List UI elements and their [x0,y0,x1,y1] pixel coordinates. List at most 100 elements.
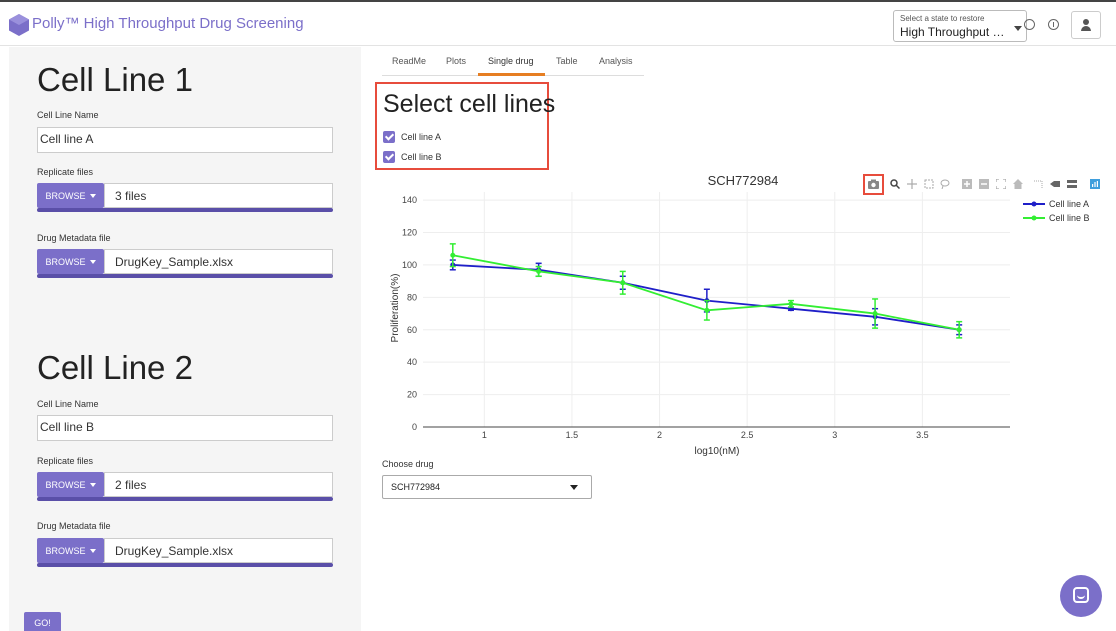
y-tick-label: 120 [402,228,417,238]
browse-button[interactable]: BROWSE [37,472,104,497]
caret-down-icon [89,482,96,487]
cell-line-2-name-label: Cell Line Name [37,399,99,409]
file-name-field: 2 files [104,472,333,497]
upload-progress-bar [37,497,333,501]
browse-label: BROWSE [45,190,86,201]
cell-line-1-replicate-upload: BROWSE 3 files [37,183,333,212]
logo-icon [9,14,29,36]
tab-plots[interactable]: Plots [446,56,467,66]
hover-compare-icon[interactable] [1067,179,1077,189]
select-cell-lines-panel: Select cell lines Cell line A Cell line … [375,82,555,170]
state-restore-value: High Throughput Drug Screening [900,25,1012,39]
chart-series [449,243,963,339]
file-name-field: 3 files [104,183,333,208]
y-tick-label: 100 [402,260,417,270]
top-bar: Polly™ High Throughput Drug Screening Se… [0,0,1116,46]
tab-bar: ReadMe Plots Single drug Table Analysis [382,47,644,76]
checkbox-label: Cell line B [401,152,442,162]
info-icon[interactable] [1048,19,1059,30]
user-icon [1083,19,1089,25]
legend-marker [1031,215,1037,221]
box-select-icon[interactable] [924,179,934,189]
camera-icon[interactable] [863,174,884,195]
chart-title: SCH772984 [708,173,779,188]
y-tick-label: 0 [412,422,417,432]
go-button[interactable]: GO! [24,612,61,631]
state-restore-select[interactable]: Select a state to restore High Throughpu… [893,10,1027,42]
chevron-down-icon [1014,26,1022,31]
cell-line-1-title: Cell Line 1 [37,61,193,98]
lasso-select-icon[interactable] [940,179,950,189]
tab-single-drug[interactable]: Single drug [488,56,534,66]
chart-axes: 0 20 40 60 80 100 120 140 1 1.5 2 2.5 3 3.5 [402,195,1010,440]
cell-line-1-metadata-upload: BROWSE DrugKey_Sample.xlsx [37,249,333,278]
data-point [704,307,710,313]
x-tick-label: 1.5 [566,430,579,440]
upload-progress-bar [37,563,333,567]
x-tick-label: 3 [832,430,837,440]
camera-icon-glyph [868,179,879,189]
cell-line-b-option[interactable]: Cell line B [383,150,442,164]
legend-label: Cell line A [1049,199,1089,209]
drug-select[interactable]: SCH772984 [382,475,592,499]
y-tick-label: 20 [407,390,417,400]
checkbox-checked-icon[interactable] [383,151,395,163]
pan-icon[interactable] [907,179,917,189]
browse-button[interactable]: BROWSE [37,249,104,274]
proliferation-chart[interactable]: SCH772984 0 20 40 60 80 100 120 140 1 1.5 2 2.5 3 3.5… [375,170,1111,460]
legend-marker [1031,201,1037,207]
chevron-down-icon [570,485,578,490]
x-tick-label: 2 [657,430,662,440]
user-menu-button[interactable] [1071,11,1101,39]
chat-icon [1073,587,1089,603]
browse-button[interactable]: BROWSE [37,183,104,208]
y-tick-label: 80 [407,292,417,302]
x-tick-label: 3.5 [916,430,929,440]
data-point [956,327,962,333]
data-point [872,311,878,317]
cell-line-2-replicate-label: Replicate files [37,456,94,466]
cell-line-2-metadata-upload: BROWSE DrugKey_Sample.xlsx [37,538,333,567]
cell-line-2-metadata-label: Drug Metadata file [37,521,111,531]
drug-select-value: SCH772984 [391,482,441,492]
chart-grid [423,192,1010,427]
cell-line-a-option[interactable]: Cell line A [383,130,441,144]
chat-support-button[interactable] [1060,575,1102,617]
caret-down-icon [89,193,96,198]
x-axis-label: log10(nM) [694,446,739,457]
browse-button[interactable]: BROWSE [37,538,104,563]
zoom-out-icon[interactable] [979,179,989,189]
x-tick-label: 1 [482,430,487,440]
cell-line-2-title: Cell Line 2 [37,349,193,386]
caret-down-icon [89,548,96,553]
zoom-icon[interactable] [890,179,900,189]
cell-line-1-replicate-label: Replicate files [37,167,94,177]
caret-down-icon [89,259,96,264]
browse-label: BROWSE [45,545,86,556]
checkbox-checked-icon[interactable] [383,131,395,143]
plotly-logo-icon[interactable] [1090,179,1100,189]
chart-legend[interactable]: Cell line A Cell line B [1023,199,1090,223]
cell-line-2-replicate-upload: BROWSE 2 files [37,472,333,501]
tab-readme[interactable]: ReadMe [392,56,427,66]
active-tab-indicator [478,73,545,76]
file-name-field: DrugKey_Sample.xlsx [104,249,333,274]
y-tick-label: 40 [407,357,417,367]
zoom-in-icon[interactable] [962,179,972,189]
hover-closest-icon[interactable] [1050,179,1060,189]
app-title: Polly™ High Throughput Drug Screening [32,15,304,32]
cell-line-1-name-input[interactable]: Cell line A [37,127,333,153]
data-point [536,268,542,274]
tab-table[interactable]: Table [556,56,578,66]
reset-axes-icon[interactable] [1013,179,1023,189]
y-axis-label: Proliferation(%) [390,274,401,343]
upload-progress-bar [37,208,333,212]
choose-drug-label: Choose drug [382,459,434,469]
cell-line-1-metadata-label: Drug Metadata file [37,233,111,243]
data-point [450,252,456,258]
cell-line-2-name-input[interactable]: Cell line B [37,415,333,441]
history-icon[interactable] [1024,19,1035,30]
spike-lines-icon[interactable] [1033,179,1043,189]
legend-label: Cell line B [1049,213,1090,223]
tab-analysis[interactable]: Analysis [599,56,633,66]
